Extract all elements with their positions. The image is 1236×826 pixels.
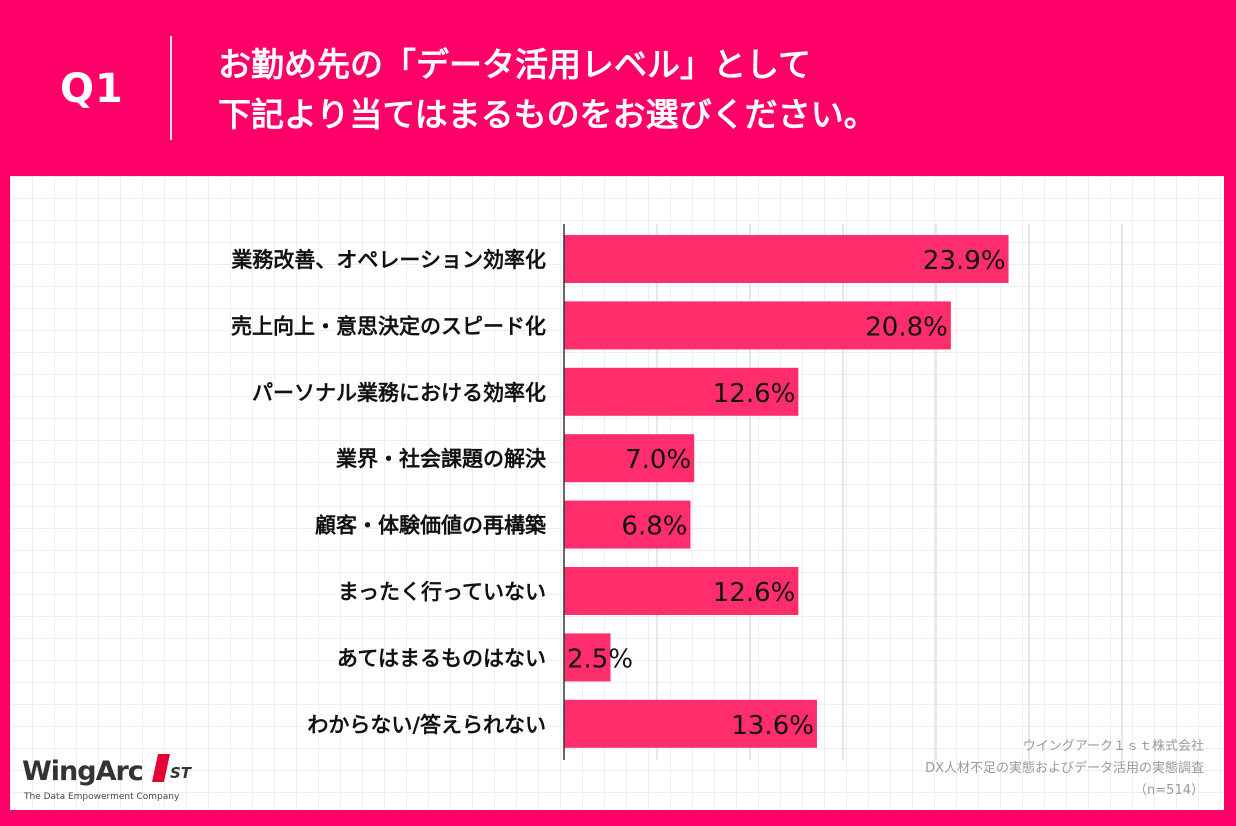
header: Q1 お勤め先の「データ活用レベル」として 下記より当てはまるものをお選びくださ… [0, 0, 1236, 176]
bar [564, 235, 1009, 283]
question-text: お勤め先の「データ活用レベル」として 下記より当てはまるものをお選びください。 [218, 40, 877, 140]
header-divider [170, 36, 172, 140]
credit-sample: （n=514） [1134, 783, 1204, 798]
value-label: 12.6% [713, 578, 796, 608]
category-label: 業界・社会課題の解決 [336, 447, 547, 471]
category-label: まったく行っていない [338, 580, 546, 604]
value-label: 23.9% [923, 246, 1006, 276]
credit-survey: DX人材不足の実態およびデータ活用の実態調査 [925, 761, 1204, 776]
value-label: 2.5% [567, 644, 633, 674]
category-label: 売上向上・意思決定のスピード化 [231, 314, 546, 338]
logo-tagline: The Data Empowerment Company [24, 792, 180, 802]
chart-panel: 業務改善、オペレーション効率化 23.9% 売上向上・意思決定のスピード化 20.8%… [10, 176, 1224, 810]
category-label: わからない/答えられない [307, 713, 546, 737]
bar [564, 567, 799, 615]
logo-1st-mark: ST [151, 754, 193, 782]
wingarc-logo: WingArc ST The Data Empowerment Company [22, 752, 204, 802]
source-credit: ウイングアーク１ｓｔ株式会社 DX人材不足の実態およびデータ活用の実態調査 （n… [925, 736, 1204, 802]
category-label: あてはまるものはない [337, 646, 546, 670]
bar [564, 500, 691, 549]
category-label: パーソナル業務における効率化 [252, 381, 546, 405]
credit-company: ウイングアーク１ｓｔ株式会社 [1022, 739, 1204, 754]
value-label: 20.8% [865, 312, 948, 342]
value-label: 7.0% [625, 445, 691, 475]
value-label: 12.6% [713, 379, 796, 409]
bar [564, 434, 695, 483]
bar [564, 633, 611, 682]
question-number: Q1 [60, 66, 124, 112]
bar [564, 301, 951, 350]
category-label: 顧客・体験価値の再構築 [315, 514, 547, 538]
bar-chart: 業務改善、オペレーション効率化 23.9% 売上向上・意思決定のスピード化 20.8%… [231, 224, 1123, 760]
value-label: 6.8% [621, 512, 687, 542]
logo-wordmark: WingArc [22, 756, 144, 787]
category-label: 業務改善、オペレーション効率化 [231, 248, 546, 272]
svg-text:ST: ST [170, 764, 193, 782]
question-line-2: 下記より当てはまるものをお選びください。 [218, 95, 877, 134]
bar [564, 699, 817, 748]
value-label: 13.6% [731, 711, 814, 741]
question-line-1: お勤め先の「データ活用レベル」として [218, 45, 812, 84]
bar [564, 367, 799, 416]
